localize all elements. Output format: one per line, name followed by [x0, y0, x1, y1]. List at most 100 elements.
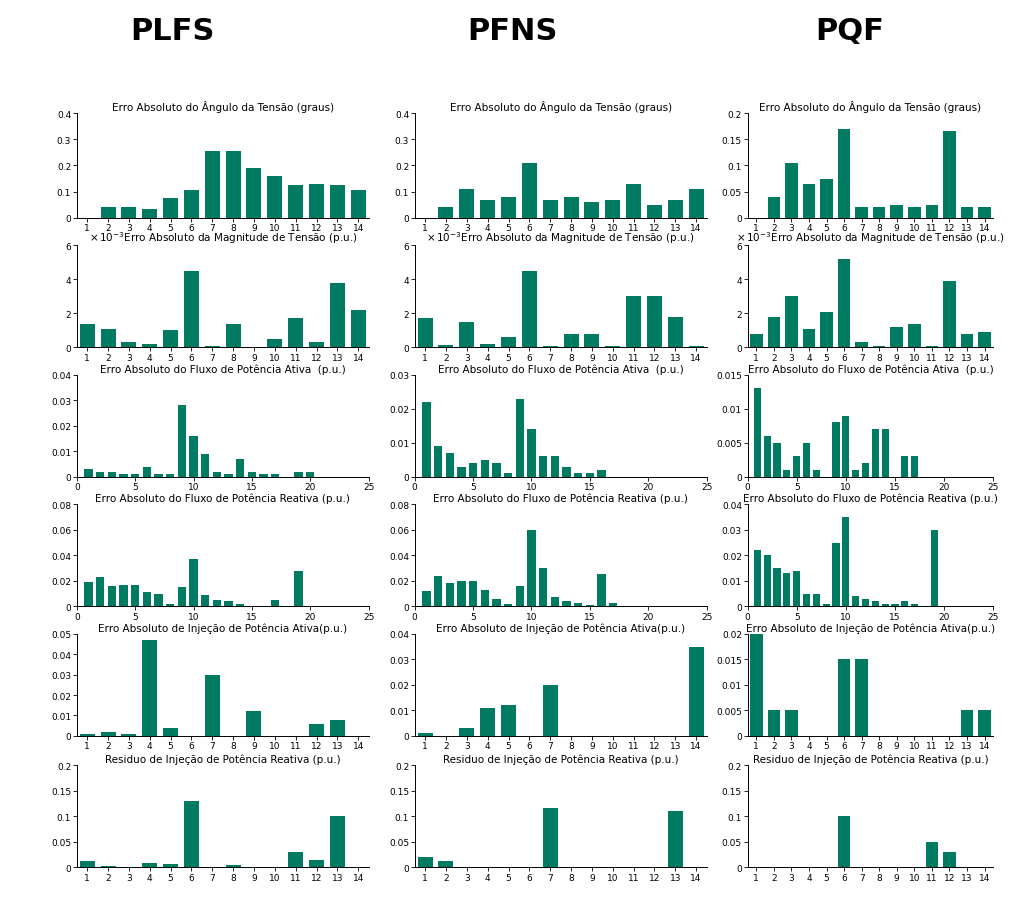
- Bar: [122, 343, 136, 348]
- Bar: [563, 334, 579, 348]
- Bar: [764, 556, 771, 607]
- Bar: [901, 601, 908, 607]
- Bar: [892, 604, 898, 607]
- Bar: [626, 185, 641, 219]
- Bar: [597, 575, 606, 607]
- Bar: [330, 186, 345, 219]
- Bar: [872, 208, 886, 219]
- Bar: [189, 436, 198, 477]
- Bar: [768, 198, 780, 219]
- Bar: [80, 324, 95, 348]
- Bar: [501, 338, 516, 348]
- Title: $\times\,10^{-3}$Erro Absoluto da Magnitude de Tensão (p.u.): $\times\,10^{-3}$Erro Absoluto da Magnit…: [426, 230, 695, 246]
- Bar: [586, 474, 594, 477]
- Bar: [626, 297, 641, 348]
- Title: Erro Absoluto do Fluxo de Potência Ativa  (p.u.): Erro Absoluto do Fluxo de Potência Ativa…: [438, 364, 683, 374]
- Bar: [551, 598, 559, 607]
- Bar: [166, 475, 174, 477]
- Title: Erro Absoluto de Injeção de Potência Ativa(p.u.): Erro Absoluto de Injeção de Potência Ati…: [745, 623, 995, 633]
- Bar: [838, 816, 850, 867]
- Bar: [750, 634, 763, 736]
- Bar: [80, 734, 95, 736]
- Title: Erro Absoluto do Fluxo de Potência Ativa  (p.u.): Erro Absoluto do Fluxo de Potência Ativa…: [100, 364, 345, 374]
- Bar: [163, 199, 178, 219]
- Title: $\times\,10^{-3}$Erro Absoluto da Magnitude de Tensão (p.u.): $\times\,10^{-3}$Erro Absoluto da Magnit…: [88, 230, 357, 246]
- Bar: [100, 865, 116, 867]
- Bar: [309, 343, 324, 348]
- Bar: [783, 574, 791, 607]
- Bar: [978, 711, 991, 736]
- Bar: [166, 604, 174, 607]
- Bar: [773, 568, 780, 607]
- Bar: [803, 444, 810, 477]
- Bar: [119, 475, 128, 477]
- Bar: [350, 191, 366, 219]
- Bar: [527, 430, 536, 477]
- Title: Erro Absoluto de Injeção de Potência Ativa(p.u.): Erro Absoluto de Injeção de Potência Ati…: [436, 623, 685, 633]
- Bar: [573, 603, 583, 607]
- Bar: [768, 317, 780, 348]
- Bar: [515, 587, 524, 607]
- Bar: [330, 816, 345, 867]
- Bar: [445, 454, 454, 477]
- Bar: [688, 346, 703, 348]
- Bar: [838, 260, 850, 348]
- Bar: [855, 208, 868, 219]
- Bar: [205, 152, 220, 219]
- Bar: [522, 271, 537, 348]
- Bar: [539, 457, 548, 477]
- Title: Residuo de Injeção de Potência Reativa (p.u.): Residuo de Injeção de Potência Reativa (…: [753, 754, 988, 764]
- Title: Residuo de Injeção de Potência Reativa (p.u.): Residuo de Injeção de Potência Reativa (…: [104, 754, 341, 764]
- Bar: [764, 436, 771, 477]
- Bar: [527, 530, 536, 607]
- Title: Erro Absoluto do Ângulo da Tensão (graus): Erro Absoluto do Ângulo da Tensão (graus…: [450, 101, 672, 113]
- Title: Erro Absoluto do Ângulo da Tensão (graus): Erro Absoluto do Ângulo da Tensão (graus…: [112, 101, 334, 113]
- Bar: [236, 604, 245, 607]
- Bar: [418, 857, 433, 867]
- Bar: [248, 472, 256, 477]
- Bar: [585, 334, 599, 348]
- Bar: [852, 471, 859, 477]
- Bar: [862, 464, 869, 477]
- Bar: [294, 571, 303, 607]
- Bar: [871, 430, 879, 477]
- Text: PQF: PQF: [815, 17, 885, 46]
- Bar: [457, 467, 466, 477]
- Bar: [785, 297, 798, 348]
- Bar: [562, 601, 570, 607]
- Bar: [460, 189, 474, 219]
- Bar: [480, 344, 496, 348]
- Bar: [843, 416, 849, 477]
- Bar: [247, 711, 261, 736]
- Bar: [122, 734, 136, 736]
- Bar: [838, 660, 850, 736]
- Bar: [754, 389, 761, 477]
- Bar: [926, 842, 938, 867]
- Bar: [668, 200, 683, 219]
- Bar: [225, 152, 241, 219]
- Bar: [142, 593, 152, 607]
- Bar: [142, 640, 158, 736]
- Title: Erro Absoluto do Ângulo da Tensão (graus): Erro Absoluto do Ângulo da Tensão (graus…: [760, 101, 981, 113]
- Bar: [563, 198, 579, 219]
- Bar: [908, 324, 921, 348]
- Bar: [142, 467, 152, 477]
- Bar: [225, 865, 241, 867]
- Bar: [438, 208, 454, 219]
- Bar: [163, 728, 178, 736]
- Bar: [978, 333, 991, 348]
- Bar: [131, 585, 139, 607]
- Bar: [418, 733, 433, 736]
- Bar: [457, 581, 466, 607]
- Bar: [259, 475, 268, 477]
- Text: PFNS: PFNS: [467, 17, 557, 46]
- Bar: [108, 472, 116, 477]
- Title: Erro Absoluto do Fluxo de Potência Ativa  (p.u.): Erro Absoluto do Fluxo de Potência Ativa…: [748, 364, 993, 374]
- Bar: [288, 852, 303, 867]
- Bar: [177, 588, 186, 607]
- Bar: [480, 590, 489, 607]
- Bar: [522, 164, 537, 219]
- Bar: [225, 324, 241, 348]
- Bar: [96, 578, 104, 607]
- Bar: [96, 472, 104, 477]
